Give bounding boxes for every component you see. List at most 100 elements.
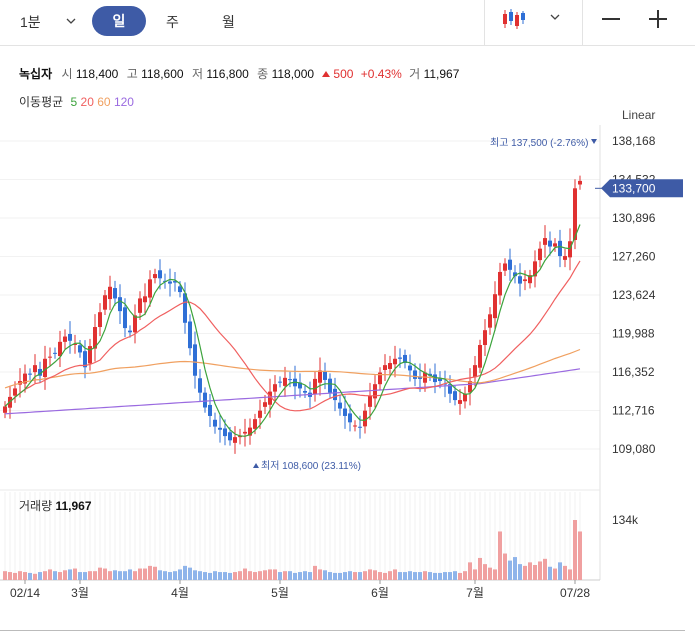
candle-body	[578, 180, 582, 185]
volume-bar	[88, 571, 92, 580]
volume-bar	[198, 571, 202, 580]
volume-bar	[103, 568, 107, 580]
candle-body	[93, 327, 97, 349]
candle-body	[48, 356, 52, 358]
candle-body	[108, 286, 112, 300]
volume-bar	[543, 558, 547, 580]
volume-bar	[433, 572, 437, 580]
low-marker-icon	[253, 463, 259, 468]
candle-body	[33, 365, 37, 373]
volume-bar	[153, 566, 157, 580]
candle-body	[463, 393, 467, 402]
open-label: 시	[61, 67, 73, 81]
candle-body	[23, 373, 27, 384]
up-triangle-icon	[322, 71, 331, 77]
volume-bar	[243, 568, 247, 580]
scale-mode-toggle[interactable]: Linear	[622, 108, 656, 122]
candle-body	[28, 373, 32, 375]
volume-bar	[43, 571, 47, 580]
volume-bar	[293, 572, 297, 580]
volume-bar	[398, 572, 402, 580]
candle-body	[518, 276, 522, 284]
ma60-line	[4, 348, 581, 389]
volume-bar	[63, 570, 67, 580]
volume-bar	[578, 531, 582, 580]
price-tick-label: 123,624	[612, 288, 656, 302]
volume-bar	[113, 570, 117, 580]
candle-body	[468, 381, 472, 393]
change-value: 500	[333, 67, 354, 81]
candlestick-chart-type-icon[interactable]	[502, 8, 528, 30]
volume-bar	[343, 572, 347, 580]
candle-body	[363, 410, 367, 427]
volume-bar	[188, 567, 192, 580]
candle-body	[113, 288, 117, 299]
volume-bar	[553, 568, 557, 580]
volume-bar	[183, 565, 187, 580]
volume-short-value: 11,967	[423, 67, 460, 81]
candle-body	[348, 413, 352, 423]
candle-body	[233, 437, 237, 443]
candle-body	[503, 263, 507, 271]
candle-body	[453, 391, 457, 401]
candle-body	[63, 336, 67, 342]
toolbar-divider	[484, 0, 485, 46]
interval-week-tab[interactable]: 주	[166, 14, 179, 30]
price-tick-label: 112,716	[612, 404, 655, 418]
time-axis-label: 5월	[271, 586, 289, 600]
ma5-line	[4, 224, 581, 437]
candle-body	[438, 378, 442, 382]
interval-month-tab[interactable]: 월	[222, 14, 235, 30]
candle-body	[558, 240, 562, 257]
volume-bar	[368, 569, 372, 580]
candle-body	[238, 436, 242, 438]
zoom-out-icon[interactable]	[602, 18, 620, 20]
volume-bar	[258, 571, 262, 580]
candle-body	[223, 428, 227, 437]
volume-bar	[413, 572, 417, 580]
price-tick-label: 127,260	[612, 250, 656, 264]
volume-bar	[48, 569, 52, 580]
zoom-in-icon[interactable]	[649, 10, 667, 28]
volume-bar	[528, 562, 532, 580]
moving-average-legend[interactable]: 이동평균 5 20 60 120	[19, 94, 134, 110]
candle-body	[418, 376, 422, 379]
volume-bar	[93, 571, 97, 580]
candle-body	[283, 377, 287, 386]
volume-bar	[438, 572, 442, 580]
candle-body	[248, 427, 252, 436]
candle-body	[148, 279, 152, 298]
quote-summary: 녹십자 시 118,400 고 118,600 저 116,800 종 118,…	[19, 66, 464, 82]
chevron-down-icon[interactable]	[66, 16, 76, 26]
volume-bar	[383, 572, 387, 580]
volume-bar	[223, 572, 227, 580]
candle-body	[243, 431, 247, 434]
candle-body	[553, 243, 557, 247]
volume-bar	[278, 572, 282, 580]
candle-body	[413, 370, 417, 379]
interval-day-tab[interactable]: 일	[92, 6, 146, 36]
volume-bar	[518, 564, 522, 580]
volume-bar	[408, 571, 412, 580]
candle-body	[213, 419, 217, 427]
volume-bar	[418, 572, 422, 580]
volume-bar	[98, 567, 102, 580]
candle-body	[258, 410, 262, 418]
volume-bar	[288, 571, 292, 580]
volume-bar	[478, 557, 482, 580]
volume-bar	[348, 571, 352, 580]
candle-body	[198, 378, 202, 393]
interval-minute-dropdown[interactable]: 1분	[20, 14, 41, 30]
volume-bar	[498, 531, 502, 580]
candle-body	[178, 286, 182, 293]
chevron-down-icon[interactable]	[550, 12, 560, 22]
candle-body	[533, 261, 537, 277]
volume-bar	[23, 572, 27, 580]
price-tick-label: 130,896	[612, 211, 656, 225]
candle-body	[103, 295, 107, 310]
ma5-legend: 5	[70, 95, 78, 109]
volume-bar	[333, 572, 337, 580]
volume-bar	[58, 572, 62, 580]
volume-bar	[388, 571, 392, 580]
